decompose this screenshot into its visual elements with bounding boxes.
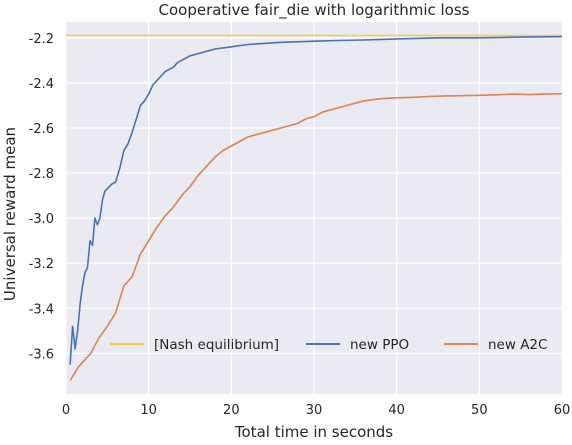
tick-labels: 0 10 20 30 40 50 60 -3.6 -3.4 -3.2 -3.0 -2.8 -2.6 -2.… <box>29 32 571 418</box>
y-tick-label: -3.0 <box>29 212 54 227</box>
y-tick-label: -2.4 <box>29 77 54 92</box>
series-layer <box>66 34 563 381</box>
x-tick-label: 10 <box>140 403 157 418</box>
x-tick-label: 50 <box>471 403 488 418</box>
x-tick-label: 30 <box>306 403 323 418</box>
x-tick-label: 40 <box>388 403 405 418</box>
y-tick-label: -2.6 <box>29 122 54 137</box>
chart-title: Cooperative fair_die with logarithmic lo… <box>159 1 470 20</box>
y-axis-label: Universal reward mean <box>1 127 19 301</box>
y-tick-label: -2.8 <box>29 167 54 182</box>
y-tick-label: -3.4 <box>29 302 54 317</box>
x-tick-label: 60 <box>554 403 571 418</box>
series-line-1 <box>69 35 563 365</box>
series-line-2 <box>69 92 563 381</box>
legend-label: [Nash equilibrium] <box>154 337 279 353</box>
legend: [Nash equilibrium] new PPO new A2C <box>110 337 547 353</box>
y-tick-label: -3.6 <box>29 347 54 362</box>
grid <box>65 22 563 394</box>
legend-label: new PPO <box>350 337 409 353</box>
x-axis-label: Total time in seconds <box>234 423 393 441</box>
legend-label: new A2C <box>488 337 547 353</box>
y-tick-label: -3.2 <box>29 257 54 272</box>
x-tick-label: 20 <box>223 403 240 418</box>
y-tick-label: -2.2 <box>29 32 54 47</box>
x-tick-label: 0 <box>62 403 70 418</box>
